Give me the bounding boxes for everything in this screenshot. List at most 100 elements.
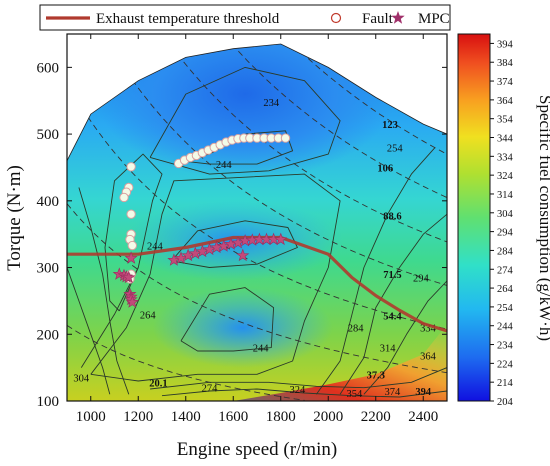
y-tick-label: 500	[37, 127, 60, 143]
y-tick-label: 100	[37, 394, 60, 410]
x-tick-label: 2400	[408, 409, 438, 425]
legend-fault-swatch	[330, 12, 342, 24]
mpc-point	[236, 248, 250, 262]
legend-box	[39, 4, 451, 31]
colorbar-tick-label: 224	[497, 359, 514, 370]
contour-label: 54.4	[383, 312, 402, 323]
contour-line	[104, 153, 163, 312]
legend-mpc-label: MPC	[418, 11, 450, 27]
colorbar-tick-label: 374	[497, 77, 514, 88]
fault-points	[119, 133, 291, 284]
colorbar-tick-label: 314	[497, 190, 514, 201]
power-line	[142, 44, 447, 243]
legend-mpc-swatch	[391, 11, 405, 24]
contour-label: 354	[347, 389, 364, 400]
colorbar-tick-label: 274	[497, 265, 514, 276]
power-line	[251, 44, 447, 155]
contour-label: 244	[253, 344, 270, 355]
contour-label: 20.1	[149, 378, 167, 389]
fault-point	[126, 209, 136, 219]
contour-label: 244	[147, 242, 164, 253]
y-tick-label: 400	[37, 194, 60, 210]
colorbar-title: Specific fuel consumption (g/kW·h)	[536, 95, 550, 341]
contour-line	[90, 173, 341, 382]
colorbar-tick-label: 354	[497, 115, 514, 126]
contour-line	[171, 220, 298, 268]
low-bsfc-region-low	[152, 287, 333, 368]
contour-label: 274	[202, 384, 219, 395]
contour-line	[363, 280, 447, 395]
contour-label: 294	[413, 274, 430, 285]
contour-label: 334	[420, 324, 437, 335]
contour-label: 123	[382, 120, 398, 131]
colorbar-tick-label: 364	[497, 96, 514, 107]
colorbar-tick-label: 214	[497, 378, 514, 389]
colorbar-tick-label: 294	[497, 228, 514, 239]
contour-line	[316, 147, 436, 395]
legend: Exhaust temperature threshold Fault MPC	[39, 4, 451, 31]
power-line	[85, 44, 447, 286]
colorbar-tick-label: 324	[497, 171, 514, 182]
contour-label: 304	[73, 374, 90, 385]
contour-label: 324	[290, 385, 307, 396]
power-line	[67, 325, 305, 401]
colorbar	[457, 33, 491, 402]
fault-point	[127, 240, 138, 251]
colorbar-tick-label: 254	[497, 303, 514, 314]
y-tick-label: 200	[37, 327, 60, 343]
contour-label: 244	[216, 160, 233, 171]
contour-label: 37.3	[367, 370, 385, 381]
colorbar-tick-label: 334	[497, 152, 514, 163]
contour-line	[149, 66, 341, 175]
torque-envelope	[67, 43, 447, 401]
contour-label: 71.5	[383, 270, 401, 281]
colorbar-tick-label: 344	[497, 134, 514, 145]
contour-line	[180, 287, 275, 352]
colorbar-tick-label: 394	[497, 39, 514, 50]
x-tick-label: 1200	[123, 409, 153, 425]
power-dashed-lines	[67, 44, 447, 401]
contour-label: 284	[348, 324, 365, 335]
colorbar-tick-label: 234	[497, 341, 514, 352]
high-bsfc-region	[233, 324, 447, 401]
x-axis: 1000 1200 1400 1600 1800 2000 2200 2400	[76, 34, 438, 425]
contour-line	[78, 187, 130, 395]
colorbar-tick-label: 264	[497, 284, 514, 295]
mpc-points	[112, 232, 288, 308]
y-axis: 100 200 300 400 500 600	[37, 60, 447, 410]
y-tick-label: 600	[37, 60, 60, 76]
contour-label: 88.6	[383, 211, 401, 222]
colorbar-tick-label: 284	[497, 246, 514, 257]
power-line	[199, 44, 447, 199]
contour-label: 264	[140, 310, 157, 321]
contour-label: 254	[387, 143, 404, 154]
fault-point	[119, 192, 129, 203]
x-tick-label: 1400	[171, 409, 201, 425]
legend-fault-label: Fault	[362, 11, 394, 27]
x-tick-label: 1800	[266, 409, 296, 425]
colorbar-tick-label: 244	[497, 322, 514, 333]
mpc-point	[125, 295, 139, 308]
contour-line	[339, 213, 447, 395]
plot-frame	[66, 33, 448, 402]
contour-label: 374	[385, 387, 402, 398]
colorbar-ticks: 204 214 224 234 244 254 264 274 284 294 304 314 324 3…	[490, 39, 514, 408]
y-axis-title: Torque (N·m)	[4, 165, 25, 271]
mpc-point	[274, 232, 288, 246]
contour-label: 314	[380, 344, 397, 355]
fault-point	[280, 133, 291, 143]
contour-label: 234	[263, 98, 280, 109]
exhaust-threshold-line	[67, 235, 447, 333]
legend-threshold-label: Exhaust temperature threshold	[96, 11, 280, 27]
contour-line	[161, 388, 447, 398]
power-line	[67, 82, 447, 330]
x-axis-title: Engine speed (r/min)	[177, 439, 337, 460]
x-tick-label: 1000	[76, 409, 106, 425]
mpc-point	[122, 270, 136, 284]
colorbar-tick-label: 304	[497, 209, 514, 220]
x-tick-label: 2000	[313, 409, 343, 425]
colorbar-tick-label: 204	[497, 397, 514, 408]
fault-point	[126, 162, 136, 172]
power-line	[67, 203, 447, 374]
